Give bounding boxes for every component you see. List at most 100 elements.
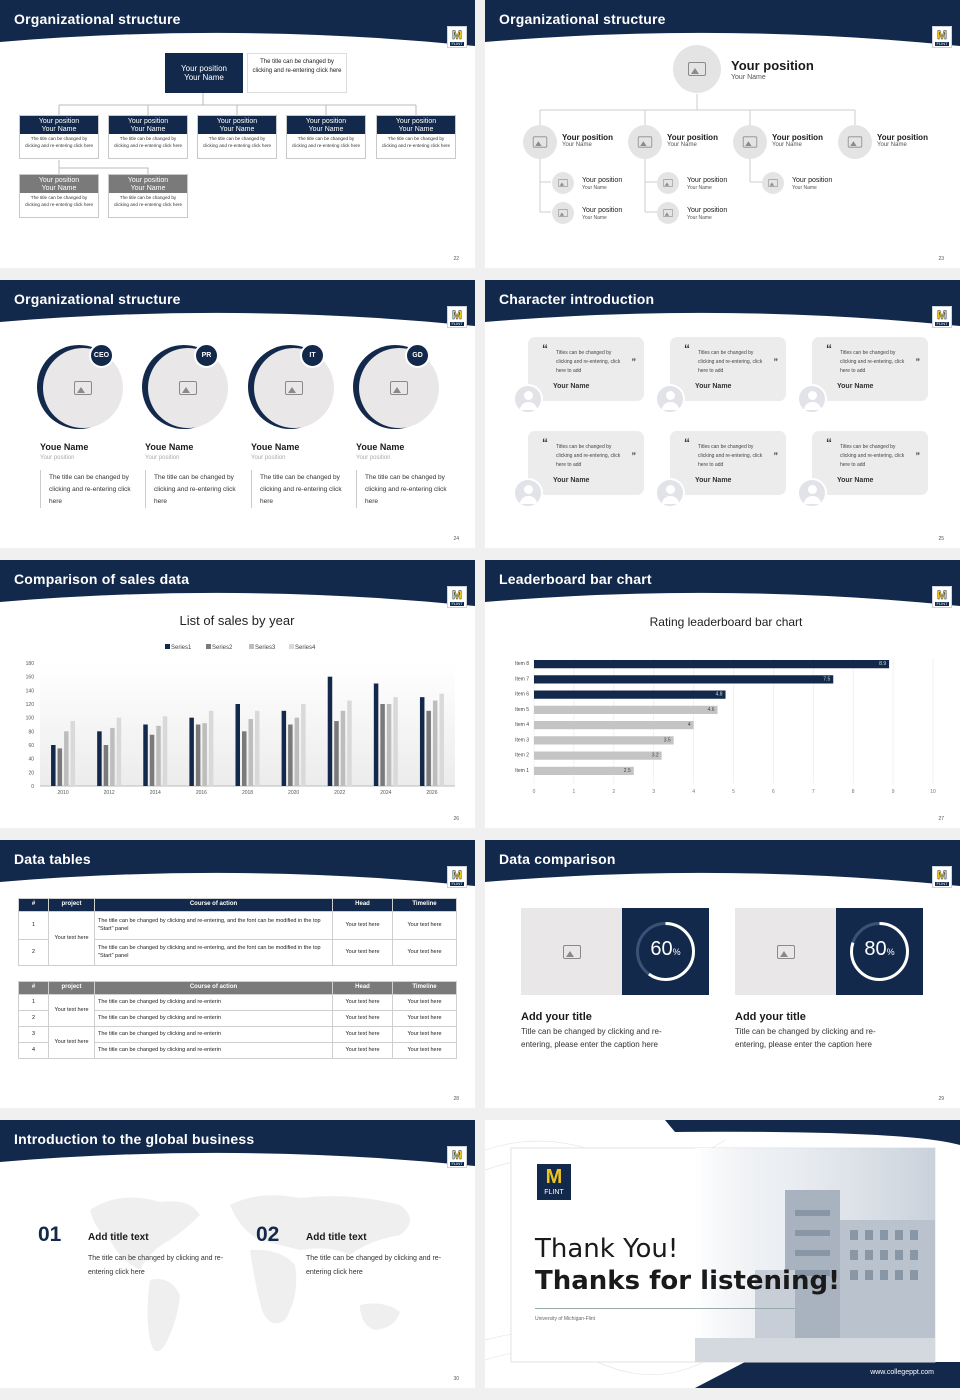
top-avatar[interactable]	[673, 45, 721, 93]
x-tick-label: 6	[772, 789, 775, 795]
member-avatar[interactable]	[838, 125, 872, 159]
cell: Your text here	[392, 1026, 457, 1043]
y-tick-label: Item 5	[515, 707, 529, 713]
x-tick-label: 2010	[57, 790, 68, 796]
cell: Your text here	[332, 1026, 393, 1043]
person-position: Your position	[145, 455, 180, 461]
flint-logo: M FLINT	[447, 306, 467, 328]
x-tick-label: 4	[692, 789, 695, 795]
slide-24: Organizational structure M FLINT CEO Youe …	[0, 280, 475, 548]
person-name: Youe Name	[40, 442, 89, 452]
cell: Your text here	[48, 1026, 95, 1059]
cell: The title can be changed by clicking and…	[94, 1026, 333, 1043]
cell: 1	[18, 911, 49, 940]
bar	[110, 727, 115, 786]
x-tick-label: 10	[930, 789, 936, 795]
cell: The title can be changed by clicking and…	[94, 1042, 333, 1059]
position-label: Your position	[877, 133, 928, 142]
y-tick-label: 80	[28, 729, 34, 735]
org-box[interactable]: Your position Your Name The title can be c…	[376, 115, 456, 159]
quote-open-icon: “	[684, 436, 690, 450]
quote-name: Your Name	[837, 383, 874, 390]
item-title: Add your title	[735, 1011, 806, 1023]
name-label: Your Name	[130, 125, 166, 133]
slide-title: Organizational structure	[14, 11, 181, 27]
bar	[235, 704, 240, 786]
bar	[534, 736, 674, 745]
org-connectors	[58, 93, 417, 174]
legend-label: Series4	[295, 645, 316, 651]
person-position: Your position	[356, 455, 391, 461]
quote-card[interactable]: “ ” Titles can be changed by clicking and …	[670, 337, 786, 401]
image-placeholder-icon	[562, 944, 581, 959]
image-placeholder-icon	[663, 179, 673, 187]
image-placeholder-icon	[637, 136, 653, 148]
y-tick-label: 0	[31, 784, 34, 790]
member-avatar[interactable]	[733, 125, 767, 159]
quote-open-icon: “	[826, 436, 832, 450]
image-placeholder-icon	[532, 136, 548, 148]
org-box[interactable]: Your position Your Name The title can be c…	[108, 174, 188, 218]
y-tick-label: 160	[26, 675, 35, 681]
bar	[103, 745, 109, 786]
user-avatar-icon	[655, 384, 685, 414]
image-placeholder[interactable]	[735, 908, 836, 995]
org-box[interactable]: Your position Your Name The title can be c…	[19, 115, 99, 159]
cell: Your text here	[332, 939, 393, 966]
quote-close-icon: ”	[773, 357, 779, 367]
cell: Your text here	[392, 994, 457, 1011]
cell: 4	[18, 1042, 49, 1059]
role-badge: PR	[194, 343, 219, 368]
position-label: Your position	[127, 118, 169, 125]
divider	[535, 1308, 795, 1309]
quote-card[interactable]: “ ” Titles can be changed by clicking and …	[670, 431, 786, 495]
quote-card[interactable]: “ ” Titles can be changed by clicking and …	[812, 431, 928, 495]
bar	[534, 690, 726, 699]
quote-card[interactable]: “ ” Titles can be changed by clicking and …	[528, 337, 644, 401]
sub-avatar[interactable]	[657, 202, 679, 224]
quote-card[interactable]: “ ” Titles can be changed by clicking and …	[812, 337, 928, 401]
org-box-header: Your position Your Name	[109, 175, 187, 193]
page-number: 26	[453, 816, 459, 822]
x-tick-label: 2012	[104, 790, 115, 796]
flint-logo: M FLINT	[447, 26, 467, 48]
image-placeholder[interactable]	[521, 908, 622, 995]
sub-avatar[interactable]	[552, 172, 574, 194]
sub-avatar[interactable]	[552, 202, 574, 224]
member-avatar[interactable]	[628, 125, 662, 159]
header-wave	[485, 840, 960, 886]
slide-header: Comparison of sales data	[0, 560, 475, 608]
quote-name: Your Name	[553, 477, 590, 484]
slide-title: Character introduction	[499, 291, 655, 307]
building-illustration	[695, 1190, 935, 1362]
legend-label: Series2	[212, 645, 233, 651]
y-tick-label: 60	[28, 743, 34, 749]
col-header: Head	[332, 898, 393, 912]
legend-swatch	[289, 644, 294, 649]
org-box[interactable]: Your position Your Name The title can be c…	[108, 115, 188, 159]
org-box[interactable]: Your position Your Name The title can be c…	[19, 174, 99, 218]
org-box-header: Your position Your Name	[377, 116, 455, 134]
data-label: 3.2	[652, 753, 659, 759]
cell: Your text here	[392, 1042, 457, 1059]
quote-text: Titles can be changed by clicking and re…	[698, 444, 763, 468]
item-number: 01	[38, 1223, 62, 1246]
quote-card[interactable]: “ ” Titles can be changed by clicking and …	[528, 431, 644, 495]
flint-logo-large: M FLINT	[537, 1164, 571, 1200]
org-box[interactable]: Your position Your Name The title can be c…	[286, 115, 366, 159]
percent-unit: %	[672, 947, 681, 957]
position-label: Your position	[772, 133, 823, 142]
person-text: The title can be changed by clicking and…	[154, 474, 236, 506]
col-header: Timeline	[392, 981, 457, 995]
y-tick-label: Item 2	[515, 753, 529, 759]
member-avatar[interactable]	[523, 125, 557, 159]
bar	[419, 697, 425, 786]
item-text: The title can be changed by clicking and…	[88, 1255, 224, 1276]
org-box[interactable]: Your position Your Name The title can be c…	[197, 115, 277, 159]
sub-avatar[interactable]	[762, 172, 784, 194]
org-top-box[interactable]: Your position Your Name	[165, 53, 243, 93]
table-row: 3 Your text here The title can be change…	[18, 1026, 457, 1059]
role-badge: GD	[405, 343, 430, 368]
name-label: Your Name	[41, 125, 77, 133]
sub-avatar[interactable]	[657, 172, 679, 194]
